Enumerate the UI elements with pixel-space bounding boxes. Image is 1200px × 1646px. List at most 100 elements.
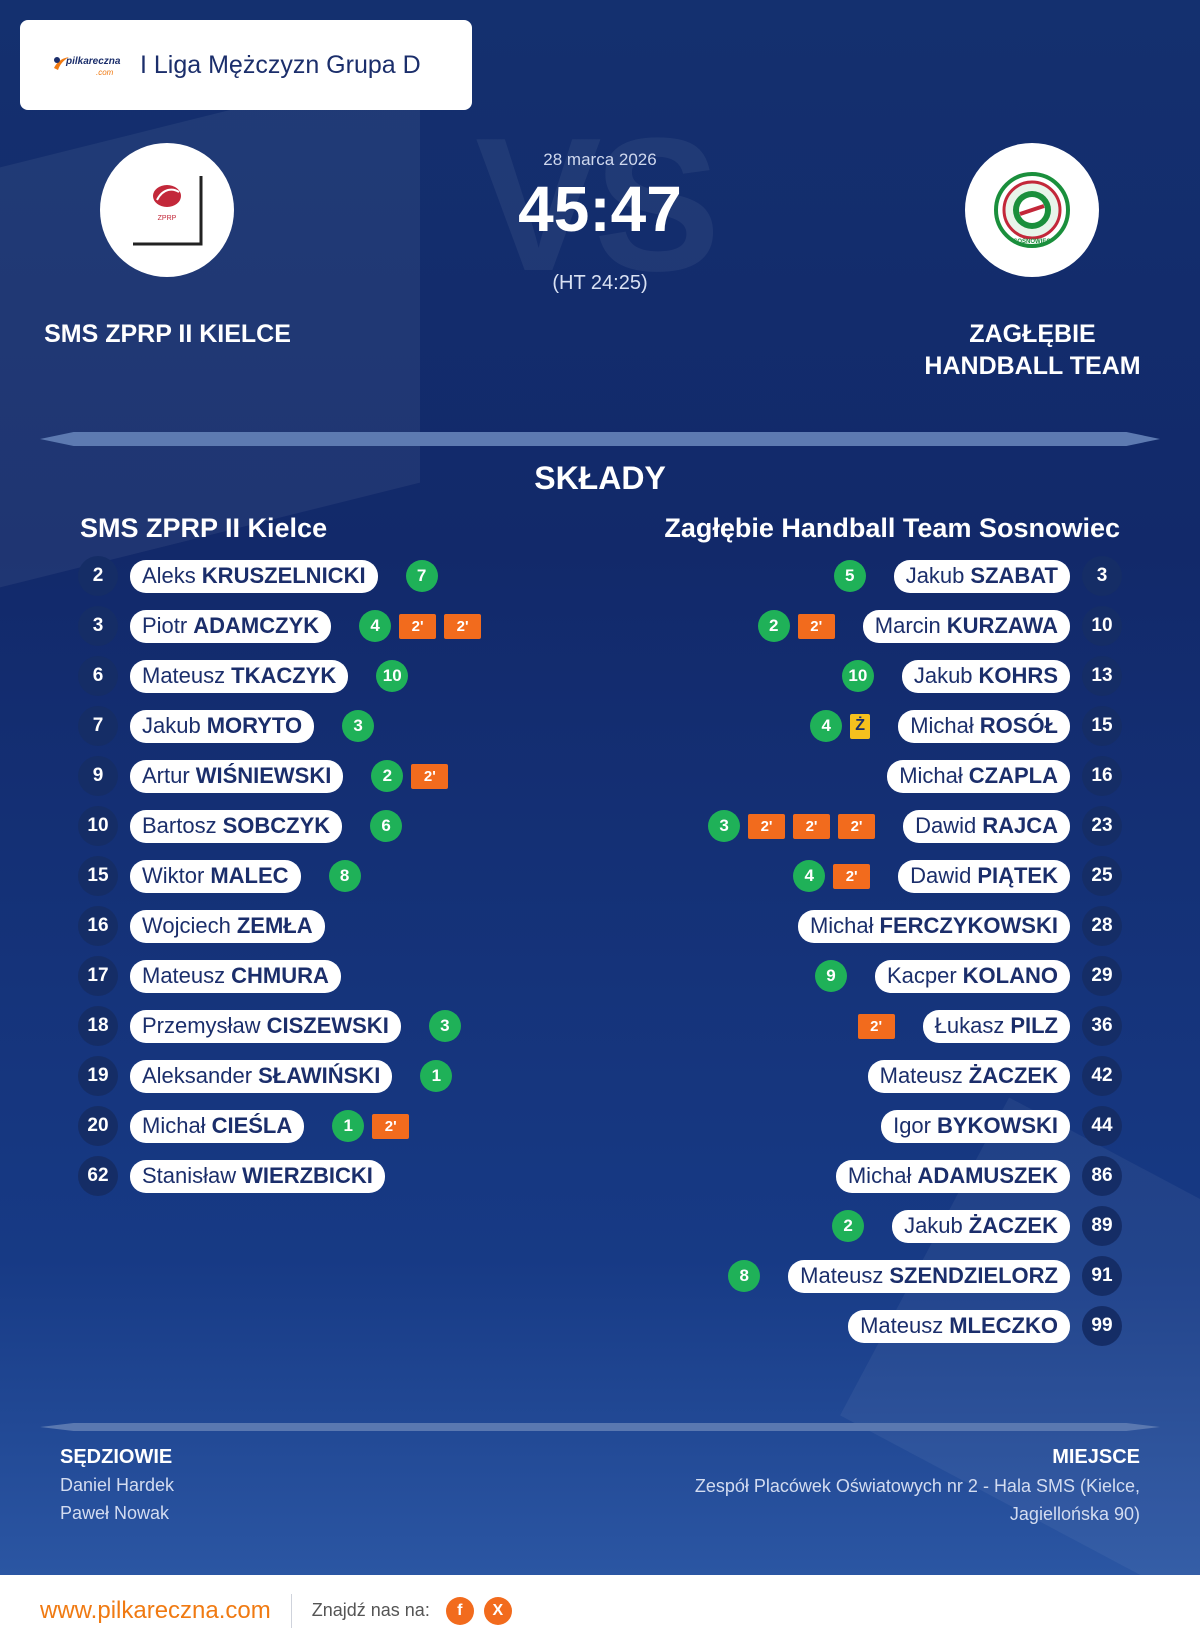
player-last-name: PIĄTEK (977, 863, 1058, 888)
player-name[interactable]: Piotr ADAMCZYK (130, 609, 332, 643)
player-number: 2 (78, 556, 118, 596)
player-number: 18 (78, 1006, 118, 1046)
player-name[interactable]: Artur WIŚNIEWSKI (130, 759, 344, 793)
player-name[interactable]: Przemysław CISZEWSKI (130, 1009, 401, 1043)
home-team-logo[interactable]: ZPRP (100, 143, 234, 277)
player-number: 23 (1082, 806, 1122, 846)
player-last-name: KOLANO (962, 963, 1058, 988)
facebook-icon[interactable]: f (445, 1596, 474, 1625)
lineups-title: SKŁADY (534, 460, 666, 496)
player-row: 15 Michał ROSÓŁ 4 Ż (806, 706, 1122, 746)
player-number: 17 (78, 956, 118, 996)
player-number: 29 (1082, 956, 1122, 996)
player-name[interactable]: Mateusz MLECZKO (848, 1309, 1070, 1343)
referee-name: Paweł Nowak (60, 1503, 170, 1523)
venue-line: Jagiellońska 90) (1009, 1504, 1140, 1524)
divider (40, 432, 1160, 446)
player-name[interactable]: Jakub KOHRS (901, 659, 1070, 693)
player-number: 20 (78, 1106, 118, 1146)
player-name[interactable]: Igor BYKOWSKI (881, 1109, 1070, 1143)
player-row: 19 Aleksander SŁAWIŃSKI 1 (78, 1056, 456, 1096)
player-first-name: Wiktor (142, 863, 205, 888)
player-name[interactable]: Michał ADAMUSZEK (835, 1159, 1070, 1193)
player-last-name: TKACZYK (231, 663, 337, 688)
player-row: 3 Jakub SZABAT 5 (830, 556, 1122, 596)
player-name[interactable]: Aleks KRUSZELNICKI (130, 559, 378, 593)
goals-badge: 3 (708, 810, 741, 842)
player-name[interactable]: Dawid PIĄTEK (898, 859, 1070, 893)
player-first-name: Dawid (910, 863, 972, 888)
player-name[interactable]: Bartosz SOBCZYK (130, 809, 343, 843)
goals-badge: 2 (371, 760, 404, 792)
vs-watermark: VS (475, 99, 720, 311)
player-number: 10 (1082, 606, 1122, 646)
player-row: 62 Stanisław WIERZBICKI (78, 1156, 409, 1196)
halftime-score: (HT 24:25) (552, 272, 648, 294)
goals-badge: 7 (405, 560, 438, 592)
player-name[interactable]: Michał ROSÓŁ (898, 709, 1070, 743)
player-last-name: KRUSZELNICKI (201, 563, 366, 588)
suspension-badge: 2' (838, 813, 876, 839)
player-name[interactable]: Mateusz CHMURA (130, 959, 341, 993)
player-events: 7 (402, 560, 442, 592)
player-name[interactable]: Marcin KURZAWA (862, 609, 1070, 643)
away-team-name-line1: ZAGŁĘBIE (969, 320, 1096, 348)
player-number: 9 (78, 756, 118, 796)
pilkareczna-logo[interactable]: pilkareczna .com (50, 50, 126, 80)
player-name[interactable]: Michał CIEŚLA (130, 1109, 305, 1143)
x-icon[interactable]: X (483, 1596, 512, 1625)
player-events: 3 2' 2' 2' (704, 810, 879, 842)
player-last-name: CZAPLA (968, 763, 1058, 788)
player-name[interactable]: Wiktor MALEC (130, 859, 301, 893)
player-name[interactable]: Michał FERCZYKOWSKI (797, 909, 1070, 943)
player-name[interactable]: Kacper KOLANO (874, 959, 1070, 993)
goals-badge: 3 (428, 1010, 461, 1042)
player-last-name: MORYTO (206, 713, 303, 738)
player-name[interactable]: Aleksander SŁAWIŃSKI (130, 1059, 393, 1093)
player-last-name: MLECZKO (949, 1313, 1058, 1338)
goals-badge: 10 (376, 660, 409, 692)
player-number: 28 (1082, 906, 1122, 946)
player-number: 44 (1082, 1106, 1122, 1146)
player-name[interactable]: Jakub MORYTO (130, 709, 315, 743)
yellow-card-badge: Ż (850, 713, 871, 739)
away-team-logo[interactable]: SOSNOWIEC (965, 143, 1099, 277)
player-row: 15 Wiktor MALEC 8 (78, 856, 365, 896)
player-row: 7 Jakub MORYTO 3 (78, 706, 378, 746)
player-first-name: Michał (910, 713, 974, 738)
svg-text:SOSNOWIEC: SOSNOWIEC (1013, 239, 1051, 245)
goals-badge: 2 (832, 1210, 865, 1242)
goals-badge: 9 (814, 960, 847, 992)
player-first-name: Michał (809, 913, 874, 938)
competition-card: pilkareczna .com I Liga Mężczyzn Grupa D (20, 20, 472, 110)
player-name[interactable]: Wojciech ZEMŁA (130, 909, 325, 943)
player-last-name: ŻACZEK (968, 1213, 1058, 1238)
player-last-name: PILZ (1010, 1013, 1058, 1038)
zaglebie-crest-icon: SOSNOWIEC (994, 172, 1070, 248)
player-name[interactable]: Mateusz TKACZYK (130, 659, 349, 693)
player-name[interactable]: Dawid RAJCA (903, 809, 1070, 843)
player-name[interactable]: Mateusz ŻACZEK (867, 1059, 1070, 1093)
goals-badge: 3 (342, 710, 375, 742)
player-events: 3 (425, 1010, 465, 1042)
goals-badge: 8 (728, 1260, 761, 1292)
player-name[interactable]: Łukasz PILZ (922, 1009, 1070, 1043)
player-number: 89 (1082, 1206, 1122, 1246)
player-name[interactable]: Jakub ŻACZEK (892, 1209, 1070, 1243)
player-number: 6 (78, 656, 118, 696)
player-name[interactable]: Michał CZAPLA (887, 759, 1070, 793)
separator (290, 1593, 292, 1628)
goals-badge: 8 (328, 860, 361, 892)
brand-domain: .com (96, 68, 114, 77)
player-first-name: Aleks (142, 563, 196, 588)
find-us-label: Znajdź nas na: (311, 1600, 430, 1620)
website-link[interactable]: www.pilkareczna.com (40, 1596, 271, 1624)
player-name[interactable]: Jakub SZABAT (893, 559, 1070, 593)
player-name[interactable]: Mateusz SZENDZIELORZ (788, 1259, 1070, 1293)
player-events: 2 2' (367, 760, 452, 792)
match-date: 28 marca 2026 (543, 150, 657, 169)
svg-text:ZPRP: ZPRP (158, 215, 177, 222)
player-first-name: Mateusz (142, 963, 226, 988)
player-events: 10 (372, 660, 412, 692)
player-name[interactable]: Stanisław WIERZBICKI (130, 1159, 385, 1193)
